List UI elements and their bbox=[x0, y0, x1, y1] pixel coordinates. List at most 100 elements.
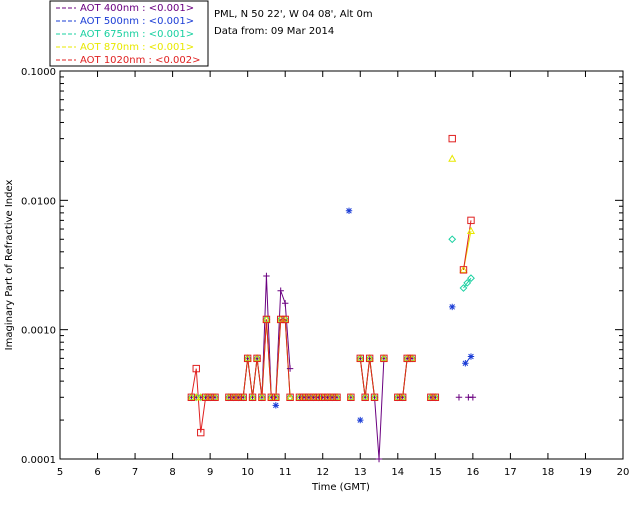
series-0-point bbox=[277, 287, 284, 294]
x-tick-label: 16 bbox=[466, 467, 479, 478]
series-4-point bbox=[394, 393, 402, 401]
series-3-point bbox=[346, 393, 355, 401]
series-3-point bbox=[187, 393, 196, 401]
series-4-point bbox=[281, 315, 289, 324]
series-4-point bbox=[403, 354, 411, 363]
legend-box bbox=[49, 0, 209, 67]
y-axis: 0.0001 0.0010 0.0100 0.1000 bbox=[21, 67, 623, 466]
series-4-point bbox=[323, 393, 332, 401]
series-4-point bbox=[239, 393, 247, 401]
series-4-point bbox=[328, 393, 336, 401]
series-4-point bbox=[408, 354, 416, 363]
series-2-point bbox=[463, 278, 472, 287]
series-lines bbox=[190, 220, 473, 459]
series-4-point bbox=[300, 393, 308, 401]
series-3-point bbox=[248, 393, 257, 401]
series-4-point bbox=[201, 393, 210, 401]
legend-entry: AOT 400nm : <0.001> bbox=[80, 3, 194, 14]
series-3-point bbox=[262, 315, 271, 323]
series-0-point bbox=[263, 272, 270, 280]
series-3-point bbox=[370, 393, 379, 401]
x-tick-label: 6 bbox=[94, 467, 100, 478]
series-2-point bbox=[459, 284, 468, 292]
plot-area-frame bbox=[59, 70, 624, 460]
series-4-point bbox=[267, 393, 276, 401]
series-4-point bbox=[230, 393, 238, 401]
series-4-point bbox=[467, 216, 475, 225]
series-2-point bbox=[448, 235, 457, 244]
series-3-point bbox=[253, 354, 262, 362]
series-4-point bbox=[262, 315, 271, 324]
x-tick-label: 19 bbox=[579, 467, 592, 478]
x-axis: 5 6 7 8 9 10 11 12 13 14 15 16 17 18 19 20 bbox=[57, 71, 630, 478]
x-tick-label: 8 bbox=[169, 467, 175, 478]
series-0-point bbox=[286, 365, 294, 372]
legend: AOT 400nm : <0.001> AOT 500nm : <0.001> AO… bbox=[49, 0, 209, 67]
x-tick-label: 15 bbox=[429, 467, 442, 478]
series-1-point bbox=[272, 402, 280, 409]
series-4-point bbox=[370, 393, 379, 401]
series-4-point bbox=[459, 266, 468, 274]
series-4-point bbox=[192, 364, 200, 373]
series-3-point bbox=[286, 393, 295, 401]
series-4-point bbox=[361, 393, 369, 401]
series-4-point bbox=[333, 393, 341, 401]
x-tick-label: 13 bbox=[354, 467, 367, 478]
x-tick-label: 11 bbox=[279, 467, 292, 478]
series-4-point bbox=[431, 393, 440, 401]
series-1-point bbox=[462, 360, 469, 367]
series-3-point bbox=[448, 154, 457, 162]
series-4-point bbox=[225, 393, 233, 401]
date-info-text: Data from: 09 Mar 2014 bbox=[214, 26, 334, 37]
series-0-point bbox=[455, 394, 463, 401]
x-tick-label: 17 bbox=[504, 467, 517, 478]
x-axis-label: Time (GMT) bbox=[311, 482, 370, 493]
x-tick-label: 20 bbox=[617, 467, 630, 478]
series-4-point bbox=[248, 393, 257, 401]
series-4-point bbox=[276, 315, 285, 324]
x-tick-label: 5 bbox=[57, 467, 63, 478]
series-1-point bbox=[449, 303, 456, 311]
series-4-line bbox=[462, 220, 472, 270]
series-2-point bbox=[467, 274, 475, 283]
x-tick-label: 10 bbox=[241, 467, 254, 478]
y-tick-label: 0.0001 bbox=[21, 455, 56, 466]
series-4-point bbox=[197, 428, 205, 437]
y-tick-label: 0.0100 bbox=[21, 196, 56, 207]
y-tick-label: 0.0010 bbox=[21, 326, 56, 337]
series-4-point bbox=[314, 393, 322, 401]
series-3-point bbox=[243, 354, 252, 362]
series-0-point bbox=[282, 300, 289, 307]
x-tick-label: 7 bbox=[132, 467, 138, 478]
legend-entry: AOT 870nm : <0.001> bbox=[80, 42, 194, 53]
legend-entry: AOT 500nm : <0.001> bbox=[80, 16, 194, 27]
series-0-point bbox=[375, 455, 383, 463]
y-tick-label: 0.1000 bbox=[21, 67, 56, 78]
series-4-point bbox=[347, 393, 355, 401]
series-1-point bbox=[357, 416, 364, 424]
series-4-line bbox=[397, 357, 413, 398]
series-1-point bbox=[345, 207, 353, 214]
site-info-text: PML, N 50 22', W 04 08', Alt 0m bbox=[214, 9, 373, 20]
legend-entry: AOT 675nm : <0.001> bbox=[80, 29, 194, 40]
x-tick-label: 18 bbox=[542, 467, 555, 478]
series-3-point bbox=[361, 393, 370, 401]
x-tick-label: 14 bbox=[391, 467, 404, 478]
series-4-point bbox=[272, 393, 280, 401]
y-axis-label: Imaginary Part of Refractive Index bbox=[4, 180, 15, 351]
series-4-point bbox=[286, 393, 294, 401]
series-1-point bbox=[467, 353, 475, 360]
series-4-point bbox=[206, 393, 214, 401]
series-4-point bbox=[427, 393, 435, 401]
series-4-point bbox=[305, 393, 313, 401]
series-4-point bbox=[356, 354, 364, 363]
series-3-point bbox=[257, 393, 266, 401]
series-3-point bbox=[466, 226, 476, 234]
series-4-point bbox=[380, 354, 388, 363]
x-tick-label: 9 bbox=[207, 467, 213, 478]
series-4-point bbox=[448, 134, 456, 143]
series-4-point bbox=[258, 393, 266, 401]
x-tick-label: 12 bbox=[316, 467, 329, 478]
series-0-point bbox=[469, 394, 477, 401]
